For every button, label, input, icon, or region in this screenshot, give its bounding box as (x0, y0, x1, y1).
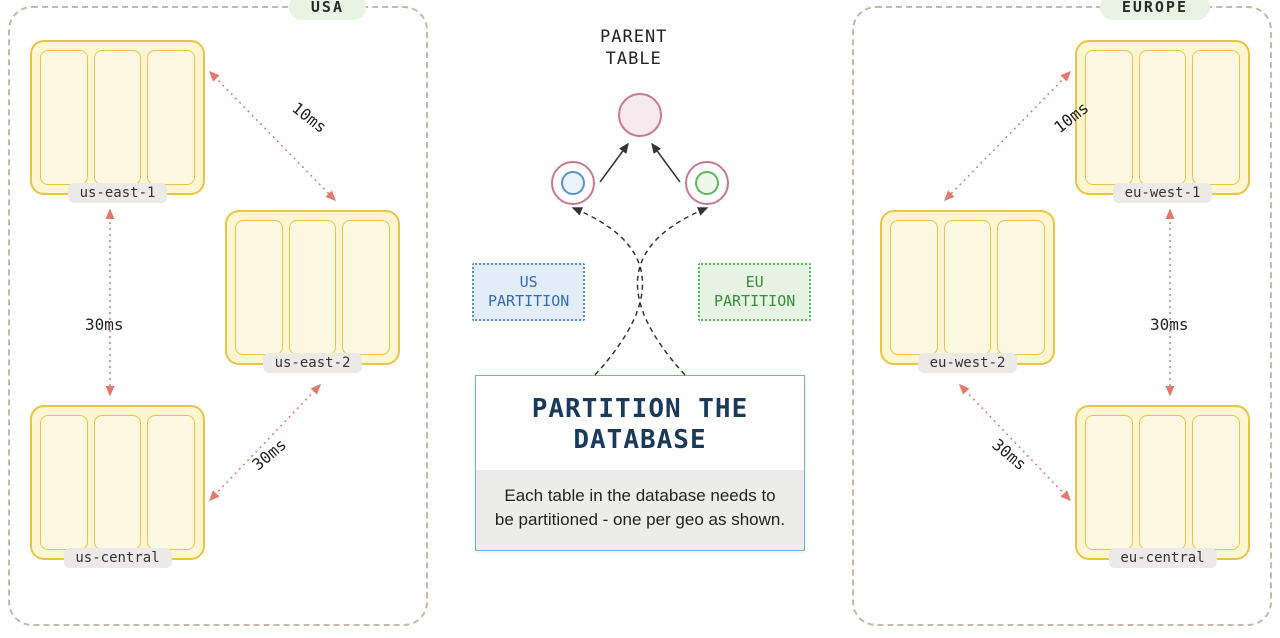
region-title-usa: USA (289, 0, 366, 20)
db-column (944, 220, 992, 355)
db-column (235, 220, 283, 355)
eu-partition-tag: EU PARTITION (698, 263, 811, 321)
db-column (342, 220, 390, 355)
db-label: us-east-2 (263, 353, 363, 373)
partition-info-box: PARTITION THE DATABASE Each table in the… (475, 375, 805, 551)
db-us-east-1: us-east-1 (30, 40, 205, 195)
db-column (1192, 415, 1240, 550)
db-column (94, 415, 142, 550)
parent-table-label: PARENT TABLE (600, 26, 667, 70)
db-column (147, 50, 195, 185)
db-column (40, 415, 88, 550)
partition-info-title: PARTITION THE DATABASE (476, 376, 804, 470)
db-column (289, 220, 337, 355)
db-label: eu-west-2 (918, 353, 1018, 373)
db-column (997, 220, 1045, 355)
db-label: us-east-1 (68, 183, 168, 203)
db-label: eu-west-1 (1113, 183, 1213, 203)
us-partition-tag: US PARTITION (472, 263, 585, 321)
latency-label: 30ms (1150, 315, 1189, 334)
db-eu-central: eu-central (1075, 405, 1250, 560)
db-column (40, 50, 88, 185)
db-eu-west-2: eu-west-2 (880, 210, 1055, 365)
db-label: eu-central (1108, 548, 1216, 568)
partition-info-desc: Each table in the database needs to be p… (476, 470, 804, 550)
db-column (1085, 50, 1133, 185)
db-eu-west-1: eu-west-1 (1075, 40, 1250, 195)
db-column (1192, 50, 1240, 185)
region-title-europe: EUROPE (1100, 0, 1210, 20)
db-label: us-central (63, 548, 171, 568)
db-column (890, 220, 938, 355)
db-column (94, 50, 142, 185)
db-us-east-2: us-east-2 (225, 210, 400, 365)
db-column (1139, 50, 1187, 185)
latency-label: 30ms (85, 315, 124, 334)
db-column (147, 415, 195, 550)
db-column (1085, 415, 1133, 550)
db-column (1139, 415, 1187, 550)
db-us-central: us-central (30, 405, 205, 560)
